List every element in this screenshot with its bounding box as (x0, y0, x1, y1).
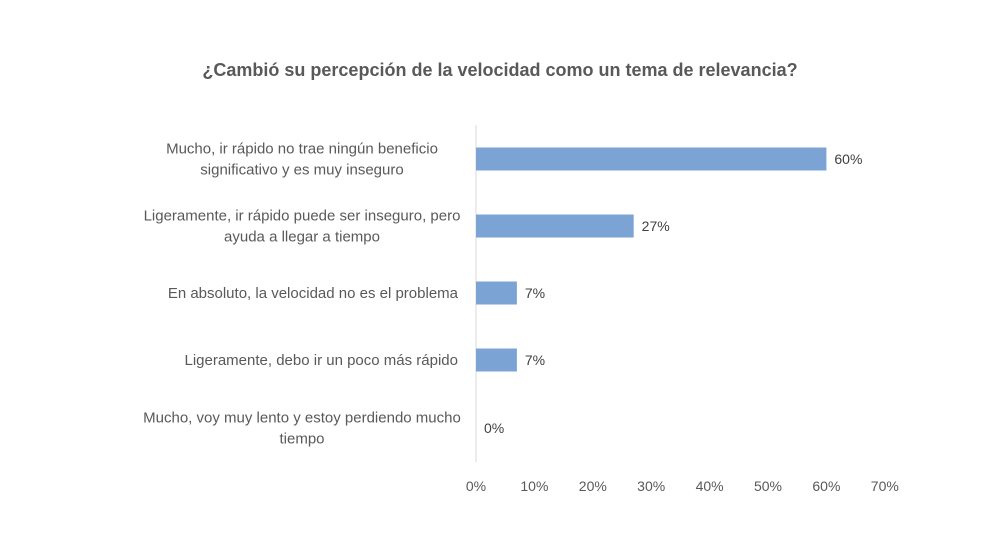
category-label: ayuda a llegar a tiempo (224, 229, 380, 246)
x-tick-label: 10% (520, 478, 548, 494)
data-label: 0% (484, 420, 504, 436)
bar (476, 147, 827, 171)
category-label: significativo y es muy inseguro (200, 162, 403, 179)
category-label: En absoluto, la velocidad no es el probl… (168, 285, 459, 302)
bar (476, 348, 517, 372)
category-label: Mucho, voy muy lento y estoy perdiendo m… (143, 410, 461, 427)
bar (476, 281, 517, 305)
data-label: 27% (642, 218, 670, 234)
chart-title: ¿Cambió su percepción de la velocidad co… (202, 60, 798, 80)
x-tick-label: 60% (812, 478, 840, 494)
category-label: Mucho, ir rápido no trae ningún benefici… (166, 141, 438, 158)
data-label: 7% (525, 352, 545, 368)
category-label: Ligeramente, ir rápido puede ser insegur… (144, 208, 461, 225)
category-label: Ligeramente, debo ir un poco más rápido (184, 352, 458, 369)
x-tick-label: 20% (579, 478, 607, 494)
data-label: 7% (525, 285, 545, 301)
x-tick-label: 40% (696, 478, 724, 494)
x-tick-label: 0% (466, 478, 486, 494)
data-label: 60% (834, 151, 862, 167)
x-tick-label: 70% (871, 478, 899, 494)
x-tick-label: 50% (754, 478, 782, 494)
category-label: tiempo (279, 431, 324, 448)
x-tick-label: 30% (637, 478, 665, 494)
bar (476, 214, 634, 238)
